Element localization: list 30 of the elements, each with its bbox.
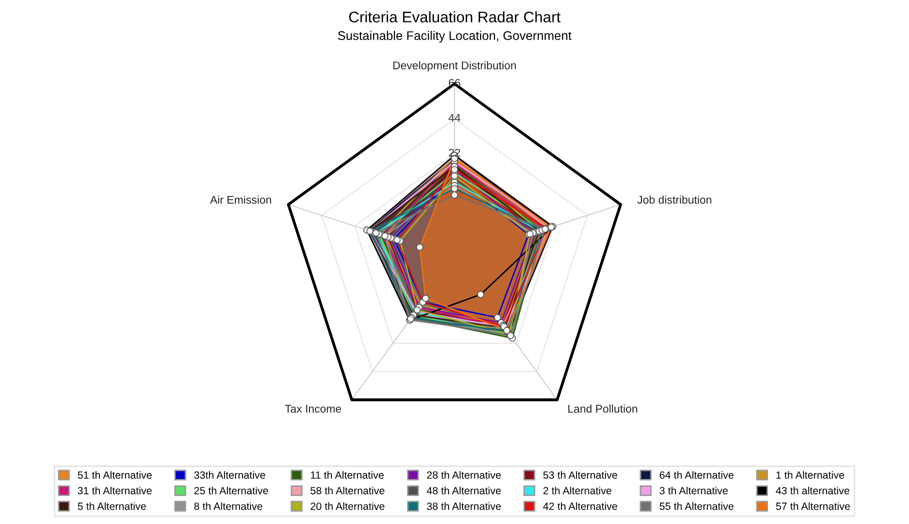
legend-label: 38 th Alternative xyxy=(426,502,501,510)
legend-label: 55 th Alternative xyxy=(660,502,734,510)
legend-label: 64 th Alternative xyxy=(660,471,734,479)
spoke-label: Job distribution xyxy=(637,196,712,204)
legend-label: 33th Alternative xyxy=(194,471,266,479)
legend-label: 58 th Alternative xyxy=(310,486,384,494)
spoke-label: Development Distribution xyxy=(393,61,516,72)
legend-label: 31 th Alternative xyxy=(78,486,152,494)
spoke-label: Land Pollution xyxy=(568,404,638,413)
legend-label: 42 th Alternative xyxy=(543,502,618,510)
chart-subtitle: Sustainable Facility Location, Government xyxy=(338,30,572,43)
legend-label: 51 th Alternative xyxy=(78,471,152,479)
legend-label: 28 th Alternative xyxy=(427,471,501,479)
legend-label: 20 th Alternative xyxy=(310,502,384,510)
y-tick-label: 44 xyxy=(448,114,460,122)
legend-label: 25 th Alternative xyxy=(194,486,268,494)
legend-label: 11 th Alternative xyxy=(310,471,384,479)
legend-label: 57 th Alternative xyxy=(776,502,850,510)
spoke-label: Tax Income xyxy=(285,404,342,413)
y-tick-label: 22 xyxy=(448,148,460,157)
legend-label: 3 th Alternative xyxy=(660,486,728,494)
legend-label: 5 th Alternative xyxy=(78,502,146,510)
spoke-label: Air Emission xyxy=(210,196,272,204)
legend-label: 2 th Alternative xyxy=(543,486,612,494)
legend-label: 1 th Alternative xyxy=(776,471,844,479)
legend-label: 48 th Alternative xyxy=(426,486,501,494)
legend-label: 8 th Alternative xyxy=(194,502,262,510)
chart-title: Criteria Evaluation Radar Chart xyxy=(349,11,561,22)
legend-label: 53 th Alternative xyxy=(543,471,618,479)
legend-label: 43 th alternative xyxy=(776,486,850,494)
